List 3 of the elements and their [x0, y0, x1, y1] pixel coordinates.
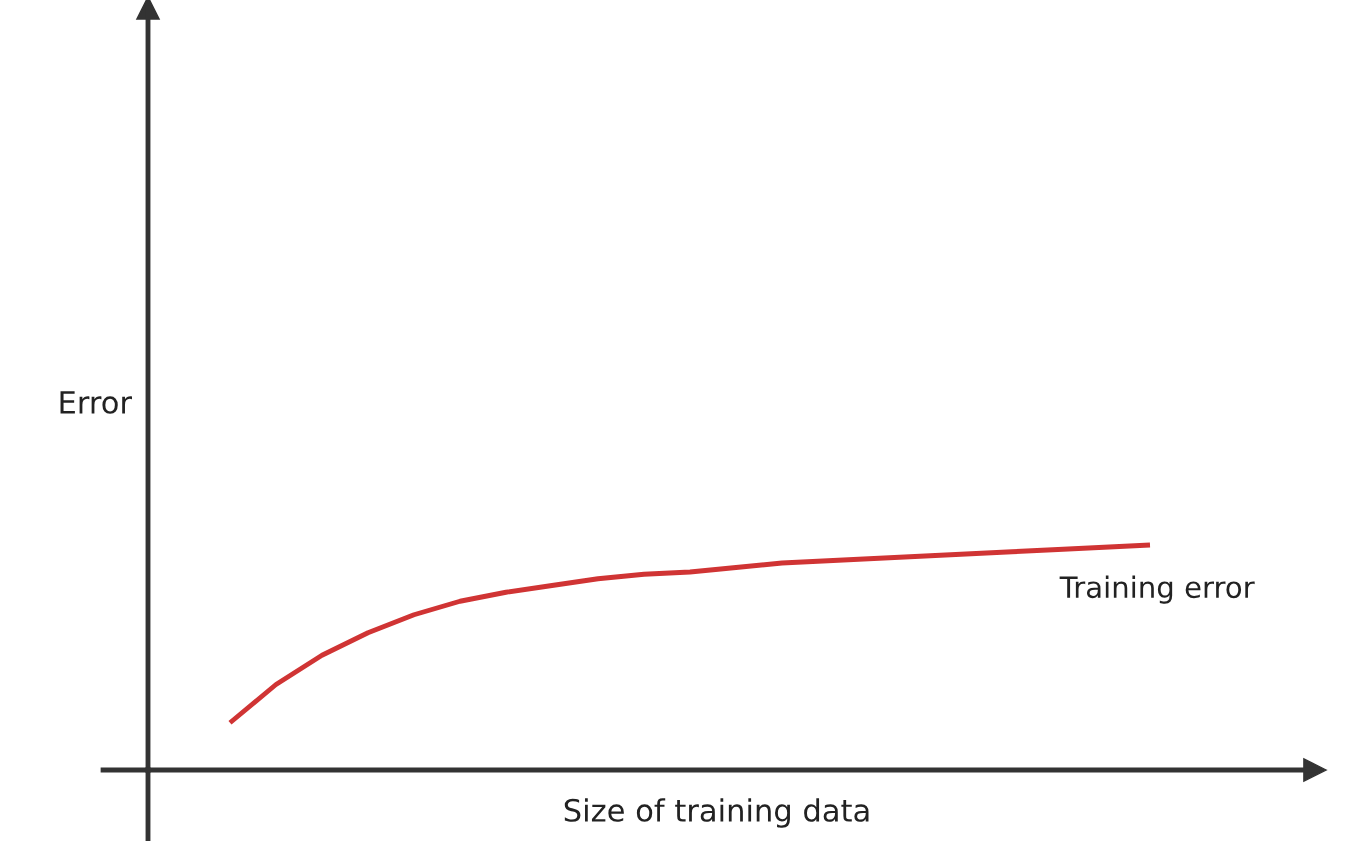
x-axis-title: Size of training data	[564, 798, 869, 828]
y-axis-title: Error	[60, 391, 132, 414]
series-label: Training error	[1059, 575, 1255, 604]
